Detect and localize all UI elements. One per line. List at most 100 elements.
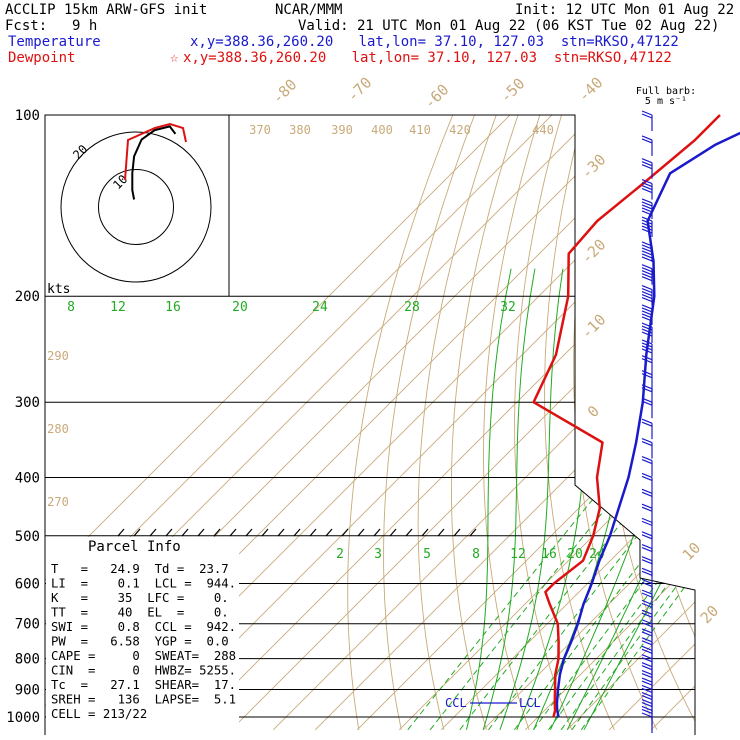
wind-barb (641, 370, 653, 391)
el-hatch (341, 528, 349, 537)
isotherm (45, 115, 524, 731)
mixing-ratio-line (571, 268, 695, 731)
temperature-station-info: x,y=388.36,260.20 lat,lon= 37.10, 127.03… (190, 34, 679, 50)
dry-adiabats (347, 102, 740, 731)
forecast-hour: 9 h (72, 18, 98, 34)
theta-label: 390 (331, 123, 353, 137)
theta-label: 370 (249, 123, 271, 137)
wind-barb (641, 456, 653, 477)
hodograph-ring (98, 169, 174, 245)
mixing-ratio-label: 8 (472, 547, 480, 562)
el-hatch (213, 528, 221, 537)
isotherm-label: -50 (497, 75, 529, 107)
pressure-tick-label: 300 (15, 395, 40, 411)
el-hatch (117, 528, 125, 537)
parcel-row: T = 24.9 Td = 23.7 (51, 562, 229, 576)
wind-barb (641, 285, 653, 306)
mixing-ratio-label: 28 (404, 300, 420, 315)
dewpoint-legend-label: Dewpoint (8, 50, 76, 66)
el-hatch (181, 528, 189, 537)
isotherm (566, 115, 695, 731)
plot-border (44, 114, 696, 735)
parcel-row: SWI = 0.8 CCL = 942. (51, 620, 236, 634)
pressure-tick-label: 500 (15, 529, 40, 545)
el-hatch (293, 528, 301, 537)
wind-barb (641, 437, 653, 459)
theta-label: 270 (47, 495, 69, 509)
moist-adiabat (499, 268, 564, 730)
wind-barb (641, 517, 653, 539)
dry-adiabat (707, 102, 740, 730)
mixing-ratio-label: 24 (312, 300, 328, 315)
barb-legend-line1: Full barb: (636, 86, 696, 97)
theta-label: 440 (532, 123, 554, 137)
parcel-panel-bg (46, 537, 239, 734)
mixing-ratio-label: 16 (541, 547, 557, 562)
parcel-row: TT = 40 EL = 0. (51, 606, 229, 620)
plot-outline (44, 114, 696, 735)
pressure-axis: 100 200 300 400 500 600 700 800 900 1000 (6, 108, 40, 726)
dry-adiabat (680, 115, 695, 731)
parcel-row: CELL = 213/22 (51, 707, 147, 721)
el-hatch (373, 528, 381, 537)
dry-adiabat (450, 115, 523, 730)
wind-barb (641, 397, 653, 419)
dry-adiabat (544, 115, 615, 730)
el-hatch (421, 528, 429, 537)
isotherm (440, 115, 695, 731)
reference-line-labels: -80 -70 -60 -50 -40 -30 -20 -10 0 10 20 370 380 390 40… (47, 74, 722, 628)
moist-adiabat (566, 268, 695, 731)
el-hatch (453, 528, 461, 537)
mixing-ratio-label: 12 (510, 547, 526, 562)
wind-barb (641, 179, 653, 200)
wind-barb (641, 198, 653, 219)
parcel-row: CAPE = 0 SWEAT= 288 (51, 649, 236, 663)
wind-barb (641, 216, 653, 238)
wind-barb (641, 712, 653, 733)
wind-barb (641, 158, 653, 179)
el-hatch (165, 528, 173, 537)
wind-barb (641, 488, 653, 510)
el-hatch (245, 528, 253, 537)
wind-barb (641, 241, 653, 262)
pressure-tick-label: 900 (15, 682, 40, 698)
wind-barb (641, 503, 653, 525)
wind-barb (641, 355, 653, 376)
parcel-row: LI = 0.1 LCL = 944. (51, 577, 236, 591)
el-hatch (133, 528, 141, 537)
temperature-legend-label: Temperature (8, 34, 101, 50)
pressure-tick-label: 400 (15, 470, 40, 486)
moist-adiabat (549, 268, 687, 731)
wind-barb (641, 135, 653, 156)
isotherm-label: -10 (578, 311, 610, 343)
star-icon: ☆ (170, 50, 179, 66)
hodograph-upper-trace (124, 122, 187, 181)
mixing-ratio-line (580, 268, 695, 731)
pressure-tick-label: 200 (15, 289, 40, 305)
hodograph-trace (131, 125, 177, 200)
el-hatch (229, 528, 237, 537)
theta-label: 400 (371, 123, 393, 137)
wind-barbs: Full barb:5 m s⁻¹ (636, 86, 696, 733)
dry-adiabat (628, 115, 695, 731)
el-hatch (277, 528, 285, 537)
dry-adiabat (383, 115, 481, 730)
theta-label: 290 (47, 349, 69, 363)
wind-barb (641, 384, 653, 405)
mixing-ratio-label: 20 (567, 547, 583, 562)
mixing-ratio-line (532, 268, 695, 731)
el-hatch (405, 528, 413, 537)
el-hatch (325, 528, 333, 537)
dewpoint-profile (532, 114, 721, 718)
isotherm-label: -80 (269, 76, 301, 108)
dry-adiabat (573, 115, 658, 731)
dry-adiabat (514, 115, 573, 730)
el-hatch (357, 528, 365, 537)
isotherm (482, 115, 695, 731)
wind-barb (641, 264, 653, 285)
isotherm-label: -70 (344, 74, 376, 106)
mixing-ratio-line (488, 268, 695, 731)
mixing-ratio-line (513, 268, 695, 731)
mixing-ratio-label: 3 (374, 547, 382, 562)
mixing-ratio-label: 8 (67, 300, 75, 315)
